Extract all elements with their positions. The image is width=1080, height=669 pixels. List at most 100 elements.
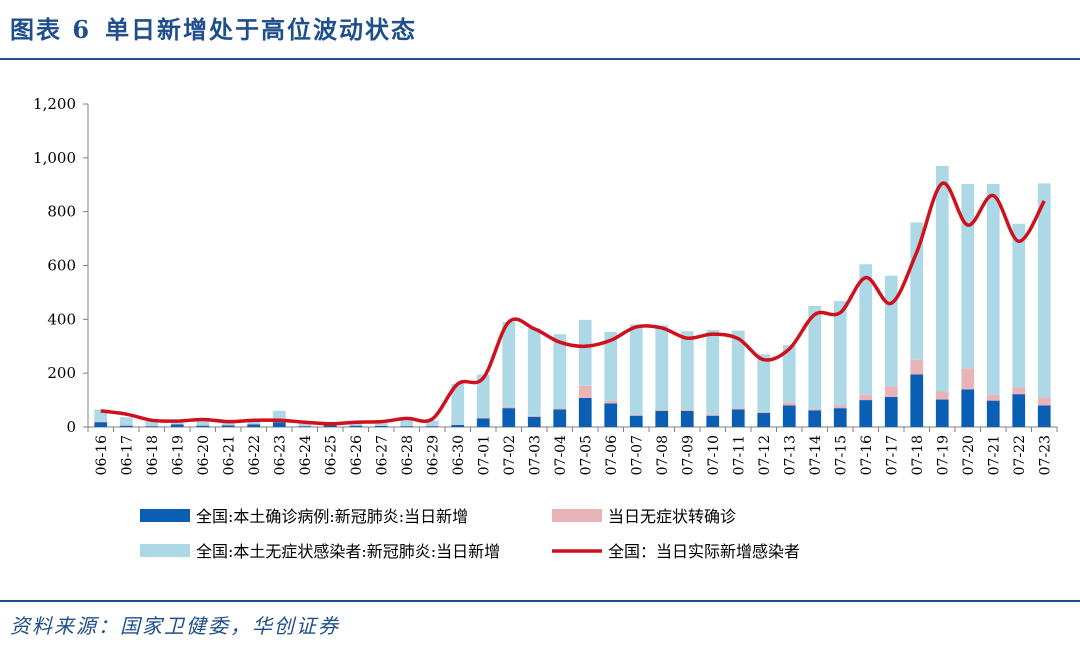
bar-asymptomatic bbox=[527, 328, 541, 416]
x-tick-label: 06-22 bbox=[247, 435, 263, 475]
bar-confirmed bbox=[782, 405, 796, 427]
x-tick-label: 07-05 bbox=[578, 435, 594, 475]
y-tick-label: 400 bbox=[47, 310, 76, 328]
y-tick-label: 200 bbox=[47, 364, 76, 382]
bar-asymptomatic bbox=[145, 420, 159, 426]
bar-confirmed bbox=[221, 425, 235, 427]
source-note: 资料来源：国家卫健委，华创证券 bbox=[10, 614, 340, 638]
bar-asymptomatic bbox=[706, 330, 720, 415]
bar-converted bbox=[859, 394, 873, 401]
bar-asymptomatic bbox=[935, 165, 949, 392]
x-tick-label: 06-26 bbox=[349, 435, 365, 475]
bar-confirmed bbox=[349, 425, 363, 427]
bar-converted bbox=[604, 400, 618, 404]
bar-asymptomatic bbox=[451, 383, 465, 425]
bar-confirmed bbox=[400, 426, 414, 427]
bar-converted bbox=[706, 414, 720, 416]
bar-asymptomatic bbox=[655, 325, 669, 410]
bar-confirmed bbox=[757, 413, 771, 427]
x-tick-label: 07-17 bbox=[884, 435, 900, 475]
legend-asymptomatic-swatch bbox=[140, 544, 190, 557]
x-tick-label: 06-16 bbox=[94, 435, 110, 475]
bar-asymptomatic bbox=[196, 420, 210, 426]
bar-confirmed bbox=[731, 409, 745, 427]
legend-converted-swatch bbox=[552, 509, 602, 522]
x-tick-label: 07-22 bbox=[1012, 435, 1028, 475]
bar-confirmed bbox=[298, 426, 312, 427]
bar-converted bbox=[1037, 397, 1051, 406]
bar-asymptomatic bbox=[680, 331, 694, 410]
bar-converted bbox=[502, 406, 516, 409]
bar-converted bbox=[910, 359, 924, 375]
x-tick-label: 06-28 bbox=[400, 435, 416, 475]
x-tick-label: 06-23 bbox=[272, 435, 288, 475]
legend-confirmed-label: 全国:本土确诊病例:新冠肺炎:当日新增 bbox=[196, 507, 468, 526]
y-tick-label: 600 bbox=[47, 257, 76, 275]
x-tick-label: 07-08 bbox=[655, 435, 671, 475]
bar-converted bbox=[935, 391, 949, 400]
bar-converted bbox=[833, 405, 847, 409]
y-tick-label: 0 bbox=[66, 418, 76, 436]
bar-confirmed bbox=[170, 424, 184, 427]
x-tick-label: 06-27 bbox=[374, 435, 390, 475]
x-tick-label: 07-01 bbox=[476, 435, 492, 475]
legend-converted-label: 当日无症状转确诊 bbox=[608, 507, 736, 526]
bar-converted bbox=[680, 409, 694, 411]
x-tick-label: 07-15 bbox=[833, 435, 849, 475]
bar-converted bbox=[629, 414, 643, 416]
bar-converted bbox=[655, 409, 669, 411]
bar-converted bbox=[476, 417, 490, 419]
bar-asymptomatic bbox=[884, 275, 898, 387]
x-tick-label: 07-03 bbox=[527, 435, 543, 475]
bar-asymptomatic bbox=[731, 330, 745, 409]
bar-confirmed bbox=[145, 426, 159, 427]
bar-confirmed bbox=[604, 403, 618, 427]
bar-confirmed bbox=[706, 415, 720, 427]
bar-converted bbox=[808, 408, 822, 411]
y-tick-label: 1,000 bbox=[33, 149, 76, 167]
bar-asymptomatic bbox=[808, 305, 822, 409]
y-tick-label: 800 bbox=[47, 203, 76, 221]
bar-confirmed bbox=[910, 374, 924, 427]
bar-asymptomatic bbox=[757, 354, 771, 412]
legend-confirmed-swatch bbox=[140, 509, 190, 522]
bar-asymptomatic bbox=[502, 322, 516, 407]
bar-asymptomatic bbox=[476, 374, 490, 418]
bar-asymptomatic bbox=[221, 421, 235, 426]
bar-confirmed bbox=[859, 400, 873, 427]
x-tick-label: 07-11 bbox=[731, 435, 747, 475]
bar-asymptomatic bbox=[553, 334, 567, 409]
bar-asymptomatic bbox=[425, 420, 439, 426]
bar-confirmed bbox=[961, 389, 975, 427]
x-tick-label: 07-04 bbox=[553, 435, 569, 475]
bar-confirmed bbox=[1012, 394, 1026, 427]
bar-asymptomatic bbox=[604, 331, 618, 401]
bar-confirmed bbox=[986, 400, 1000, 427]
bar-confirmed bbox=[884, 396, 898, 427]
x-tick-label: 06-18 bbox=[145, 435, 161, 475]
chart: 0 200 400 600 800 1,000 1,200 06-16 06-17 06-18 06… bbox=[33, 95, 1058, 561]
bar-converted bbox=[451, 424, 465, 425]
x-tick-label: 07-12 bbox=[757, 435, 773, 475]
bar-confirmed bbox=[527, 416, 541, 427]
bar-confirmed bbox=[247, 424, 261, 427]
bar-converted bbox=[578, 385, 592, 398]
bar-confirmed bbox=[935, 399, 949, 427]
bar-asymptomatic bbox=[1012, 223, 1026, 388]
bar-confirmed bbox=[323, 424, 337, 427]
x-tick-label: 07-14 bbox=[808, 435, 824, 475]
figure-title: 图表 6 单日新增处于高位波动状态 bbox=[10, 10, 431, 45]
bar-confirmed bbox=[476, 418, 490, 427]
bar-asymptomatic bbox=[986, 183, 1000, 395]
bar-confirmed bbox=[502, 408, 516, 427]
bar-confirmed bbox=[196, 425, 210, 427]
x-tick-label: 07-02 bbox=[502, 435, 518, 475]
bar-asymptomatic bbox=[961, 183, 975, 369]
bar-asymptomatic bbox=[298, 423, 312, 426]
source-divider bbox=[0, 600, 1080, 602]
bar-confirmed bbox=[374, 425, 388, 427]
bar-confirmed bbox=[451, 424, 465, 427]
bar-asymptomatic bbox=[1037, 183, 1051, 398]
x-tick-label: 07-13 bbox=[782, 435, 798, 475]
x-tick-label: 07-19 bbox=[935, 435, 951, 475]
